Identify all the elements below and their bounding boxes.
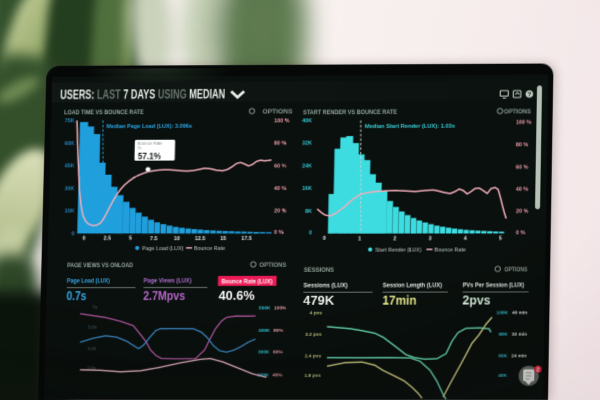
svg-text:Session Length (LUX): Session Length (LUX) <box>383 283 442 289</box>
svg-text:4.2s: 4.2s <box>87 346 97 351</box>
svg-text:Bounce Rate: Bounce Rate <box>137 140 162 145</box>
svg-text:10: 10 <box>173 236 179 242</box>
svg-text:17.5: 17.5 <box>241 235 252 241</box>
svg-text:57.1%: 57.1% <box>137 150 161 161</box>
svg-text:40 %: 40 % <box>274 186 287 192</box>
svg-text:2: 2 <box>393 235 396 241</box>
svg-text:0: 0 <box>82 235 85 241</box>
svg-text:0: 0 <box>323 235 326 241</box>
svg-text:40K: 40K <box>302 118 312 124</box>
svg-text:30K: 30K <box>64 186 74 192</box>
svg-text:32K: 32K <box>302 140 312 146</box>
svg-text:5: 5 <box>499 235 502 241</box>
svg-text:15: 15 <box>220 235 226 241</box>
svg-text:32 min: 32 min <box>512 331 528 337</box>
svg-text:20 %: 20 % <box>274 208 287 214</box>
svg-text:3: 3 <box>428 235 431 241</box>
svg-text:Sessions (LUX): Sessions (LUX) <box>303 283 347 289</box>
svg-text:7s: 7s <box>92 304 98 309</box>
svg-text:16K: 16K <box>302 186 312 192</box>
svg-text:Median Start Render (LUX): 1.0: Median Start Render (LUX): 1.03s <box>365 123 455 129</box>
svg-text:START RENDER VS BOUNCE RATE: START RENDER VS BOUNCE RATE <box>303 109 397 115</box>
svg-text:0 %: 0 % <box>516 230 526 236</box>
svg-text:24 min: 24 min <box>511 353 527 359</box>
svg-text:75K: 75K <box>64 118 74 124</box>
svg-text:PAGE VIEWS VS ONLOAD: PAGE VIEWS VS ONLOAD <box>67 263 134 269</box>
svg-text:20 %: 20 % <box>516 208 529 214</box>
svg-text:60K: 60K <box>498 353 508 359</box>
svg-text:PVs Per Session (LUX): PVs Per Session (LUX) <box>463 282 525 288</box>
svg-text:SESSIONS: SESSIONS <box>304 267 334 273</box>
svg-text:USERS: LAST 7 DAYS USING MEDIA: USERS: LAST 7 DAYS USING MEDIAN <box>60 86 225 102</box>
svg-text:Start Render (LUX): Start Render (LUX) <box>375 247 422 253</box>
svg-text:1.8 pvs: 1.8 pvs <box>304 372 321 378</box>
svg-text:LOAD TIME VS BOUNCE RATE: LOAD TIME VS BOUNCE RATE <box>64 110 144 116</box>
svg-text:40K: 40K <box>498 372 508 378</box>
svg-text:80K: 80K <box>499 331 509 337</box>
svg-text:100K: 100K <box>496 309 508 315</box>
svg-text:2: 2 <box>536 367 539 373</box>
svg-text:400K: 400K <box>258 327 270 333</box>
svg-text:12.5: 12.5 <box>194 235 205 241</box>
svg-text:100 %: 100 % <box>274 118 290 124</box>
svg-text:OPTIONS: OPTIONS <box>504 267 527 273</box>
svg-text:60 %: 60 % <box>516 164 529 170</box>
svg-text:Page Load (LUX): Page Load (LUX) <box>141 246 183 252</box>
svg-text:60K: 60K <box>64 140 74 146</box>
svg-text:8K: 8K <box>305 208 312 214</box>
svg-text:80 %: 80 % <box>516 142 529 148</box>
svg-text:OPTIONS: OPTIONS <box>504 109 531 115</box>
svg-text:100%: 100% <box>273 305 286 311</box>
svg-text:40%: 40% <box>272 372 283 378</box>
svg-text:40 %: 40 % <box>516 186 529 192</box>
svg-text:40.6%: 40.6% <box>218 288 254 302</box>
svg-text:0: 0 <box>309 230 312 236</box>
svg-text:0.7s: 0.7s <box>66 289 86 303</box>
svg-text:479K: 479K <box>303 293 334 307</box>
svg-text:0: 0 <box>71 231 74 237</box>
svg-text:2pvs: 2pvs <box>462 293 491 307</box>
svg-text:300K: 300K <box>257 349 269 355</box>
svg-text:7.5: 7.5 <box>149 235 157 241</box>
svg-text:24K: 24K <box>302 163 312 169</box>
svg-text:100 %: 100 % <box>516 119 532 125</box>
svg-text:4 pvs: 4 pvs <box>310 310 323 316</box>
svg-text:5: 5 <box>128 235 131 241</box>
svg-text:200K: 200K <box>257 372 269 378</box>
svg-text:Page Views (LUX): Page Views (LUX) <box>143 278 191 284</box>
svg-text:17min: 17min <box>382 293 416 307</box>
svg-text:OPTIONS: OPTIONS <box>262 109 292 115</box>
svg-text:60%: 60% <box>272 349 283 355</box>
svg-text:2.5: 2.5 <box>103 235 111 241</box>
svg-text:1: 1 <box>358 235 361 241</box>
svg-text:OPTIONS: OPTIONS <box>259 262 286 268</box>
svg-text:Bounce Rate (LUX): Bounce Rate (LUX) <box>221 279 272 285</box>
svg-text:2.8s: 2.8s <box>86 365 96 370</box>
svg-text:60 %: 60 % <box>273 163 286 169</box>
svg-text:500K: 500K <box>258 305 270 311</box>
svg-text:80 %: 80 % <box>273 140 286 146</box>
svg-text:0 %: 0 % <box>273 229 283 235</box>
svg-text:2.4 pvs: 2.4 pvs <box>305 353 322 359</box>
svg-text:80%: 80% <box>273 327 284 333</box>
svg-text:?: ? <box>527 91 531 98</box>
svg-text:Median Page Load (LUX): 3.096s: Median Page Load (LUX): 3.096s <box>106 123 192 129</box>
svg-text:5.6s: 5.6s <box>87 324 96 329</box>
svg-text:Bounce Rate: Bounce Rate <box>193 245 224 251</box>
svg-text:Page Load (LUX): Page Load (LUX) <box>66 278 109 284</box>
svg-text:40 min: 40 min <box>512 309 528 315</box>
svg-text:3.2 pvs: 3.2 pvs <box>305 331 322 337</box>
svg-text:15K: 15K <box>64 208 74 214</box>
svg-text:%: % <box>137 145 141 150</box>
svg-text:4: 4 <box>463 235 466 241</box>
svg-text:2.7Mpvs: 2.7Mpvs <box>143 289 185 303</box>
svg-text:Bounce Rate: Bounce Rate <box>434 247 465 253</box>
svg-text:45K: 45K <box>64 163 74 169</box>
